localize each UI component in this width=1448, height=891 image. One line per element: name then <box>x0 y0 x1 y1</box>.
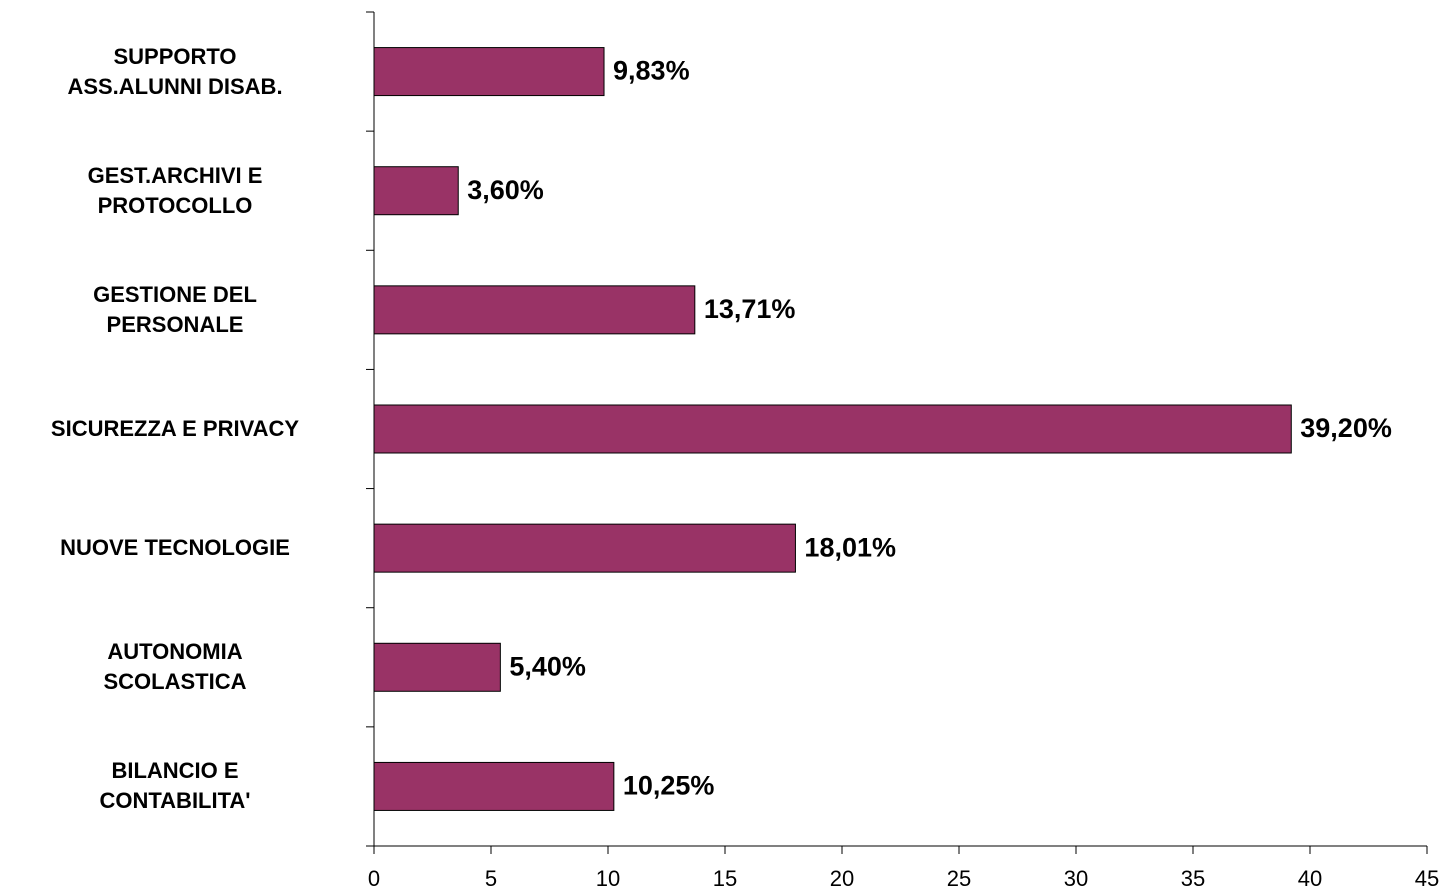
bar <box>373 285 696 335</box>
bar <box>373 761 615 811</box>
data-label: 9,83% <box>613 56 690 86</box>
y-tick-label: SUPPORTO ASS.ALUNNI DISAB. <box>67 43 283 99</box>
data-label: 18,01% <box>804 532 896 562</box>
x-tick-label: 20 <box>830 866 854 891</box>
y-tick-label: GESTIONE DEL PERSONALE <box>93 281 257 337</box>
y-tick-label: AUTONOMIA SCOLASTICA <box>103 639 247 695</box>
x-tick-label: 15 <box>713 866 737 891</box>
x-tick-label: 30 <box>1064 866 1088 891</box>
x-tick-label: 5 <box>485 866 497 891</box>
x-tick-label: 40 <box>1298 866 1322 891</box>
x-tick-label: 25 <box>947 866 971 891</box>
x-tick-label: 10 <box>596 866 620 891</box>
y-tick-label: NUOVE TECNOLOGIE <box>60 535 290 561</box>
bar <box>373 47 605 97</box>
x-tick-label: 35 <box>1181 866 1205 891</box>
data-label: 5,40% <box>509 651 586 681</box>
data-label: 3,60% <box>467 175 544 205</box>
bar <box>373 166 459 216</box>
x-tick-label: 0 <box>368 866 380 891</box>
data-label: 13,71% <box>704 294 796 324</box>
bar <box>373 523 796 573</box>
data-label: 39,20% <box>1300 413 1392 443</box>
bar <box>373 404 1292 454</box>
y-tick-label: GEST.ARCHIVI E PROTOCOLLO <box>87 162 263 218</box>
y-tick-label: SICUREZZA E PRIVACY <box>50 416 300 441</box>
bar <box>373 642 501 692</box>
x-tick-label: 45 <box>1415 866 1439 891</box>
y-tick-label: BILANCIO E CONTABILITA' <box>99 758 251 814</box>
data-label: 10,25% <box>623 771 715 801</box>
